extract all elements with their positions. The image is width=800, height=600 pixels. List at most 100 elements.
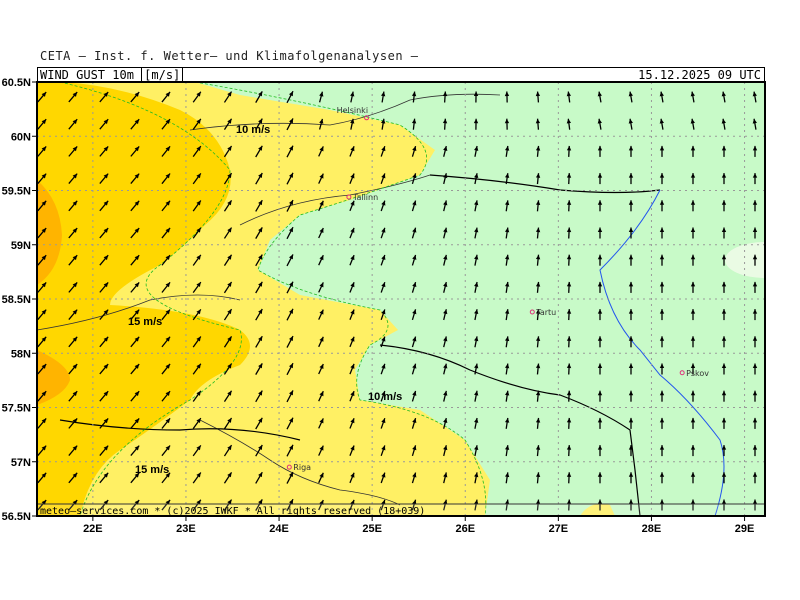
wind-arrow [130,91,140,103]
wind-arrow [566,281,572,293]
wind-arrow [381,118,386,130]
city-label: Pskov [686,369,709,378]
wind-arrow [130,445,140,456]
wind-arrow [223,499,233,511]
wind-arrow [380,200,386,212]
wind-arrow [411,445,417,457]
wind-arrow [535,472,541,484]
wind-arrow [721,227,727,239]
wind-arrow [411,363,417,375]
wind-arrow [223,91,233,103]
parameter-name: WIND_GUST_10m_ [40,68,142,82]
wind-arrow [68,282,78,293]
wind-arrow [68,418,78,429]
organization-title: CETA — Inst. f. Wetter— und Klimafolgena… [40,49,419,63]
wind-arrow [443,145,448,157]
wind-arrow [349,146,355,157]
wind-arrow [286,444,294,457]
wind-arrow [659,472,665,484]
wind-arrow [566,91,572,103]
lat-tick-label: 59N [11,240,31,252]
city-label: Tartu [535,308,556,317]
wind-arrow [474,227,479,239]
wind-arrow [597,472,603,484]
wind-arrow [473,91,479,103]
wind-arrow [597,363,603,375]
wind-arrow [286,118,294,131]
wind-arrow [721,309,727,321]
unit-label: [m/s] [141,68,184,82]
wind-arrow [37,173,47,184]
wind-arrow [68,336,78,348]
lat-tick-label: 57N [11,457,31,469]
wind-arrow [628,417,634,429]
city-label: Tallinn [352,193,378,202]
contour-label: 15 m/s [128,316,162,328]
wind-arrow [411,499,417,511]
wind-arrow [474,390,479,402]
wind-arrow [566,118,572,130]
city-marker [529,309,535,315]
wind-arrow [690,390,696,402]
wind-arrow [628,200,634,212]
wind-arrow [442,91,448,103]
wind-arrow [192,281,202,294]
axis-ticks: 22E 23E 24E 25E 26E 27E 28E 29E 60.5N 60N 59.5N 59N… [2,77,755,535]
wind-arrow [752,336,758,348]
wind-arrow [628,390,634,402]
wind-arrow [318,418,324,429]
wind-arrow [411,118,417,130]
wind-arrow [566,254,572,266]
wind-arrow [566,200,572,212]
wind-arrow [535,227,541,239]
wind-arrow [597,118,602,130]
wind-arrow [721,417,727,429]
wind-arrow [286,226,294,240]
wind-arrow [535,499,541,511]
wind-arrow [411,227,417,239]
wind-arrow [504,445,510,457]
wind-arrow [690,227,696,239]
valid-time: 15.12.2025 09 UTC [638,68,761,82]
wind-arrow [721,472,727,484]
wind-arrow [380,363,386,375]
wind-arrow [504,499,510,511]
wind-arrow [286,417,294,430]
wind-arrow [659,309,665,321]
wind-arrow [380,390,386,402]
wind-arrow [659,363,665,375]
wind-arrow [659,145,665,157]
wind-arrow [161,254,171,266]
wind-arrow [443,254,448,266]
wind-arrow [286,199,294,212]
wind-arrow [192,499,202,511]
field-15-20 [37,82,250,516]
wind-arrow [535,173,541,185]
wind-arrow [192,91,202,103]
wind-arrow [628,309,634,321]
wind-arrow [99,445,109,456]
wind-arrow [192,172,202,185]
wind-arrow [223,417,233,430]
wind-arrow [99,227,109,239]
wind-arrow [690,363,696,375]
wind-arrow [504,336,510,348]
wind-arrow [628,91,633,103]
wind-arrow [566,472,572,484]
wind-arrow [161,227,171,239]
wind-arrow [690,200,696,212]
wind-arrow [411,390,417,402]
wind-arrow [597,91,602,103]
wind-arrow [474,200,479,212]
lat-tick-label: 58.5N [2,294,31,306]
wind-arrow [37,363,47,375]
wind-arrow [99,309,109,320]
wind-arrow [99,418,109,429]
wind-arrow [721,254,727,266]
wind-arrow [192,200,202,212]
lon-tick-label: 25E [362,523,382,535]
wind-arrow [161,173,171,185]
wind-arrow [504,472,510,484]
wind-arrow [255,91,263,103]
wind-arrow [380,254,386,266]
